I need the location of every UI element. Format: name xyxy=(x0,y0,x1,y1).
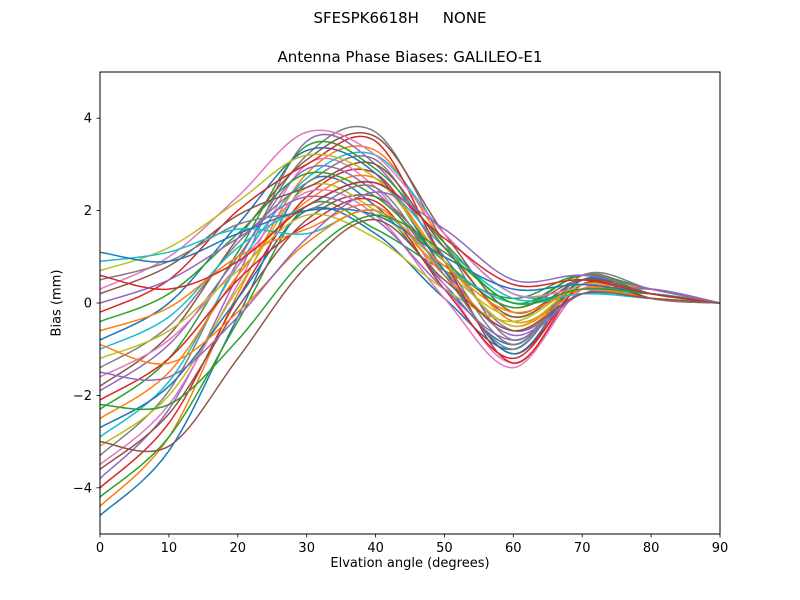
y-tick-label: 4 xyxy=(84,112,92,127)
series-line xyxy=(100,146,720,355)
y-tick-label: 2 xyxy=(84,204,92,219)
y-axis-label: Bias (mm) xyxy=(49,269,65,337)
series-line xyxy=(100,214,720,411)
x-tick-label: 30 xyxy=(298,541,315,556)
series-line xyxy=(100,203,720,332)
figure-suptitle: SFESPK6618H NONE xyxy=(313,9,487,27)
series-line xyxy=(100,161,720,319)
series-line xyxy=(100,133,720,480)
x-tick-label: 90 xyxy=(712,541,729,556)
series-line xyxy=(100,184,720,350)
y-tick-label: −2 xyxy=(73,389,92,404)
x-tick-label: 40 xyxy=(367,541,384,556)
series-line xyxy=(100,155,720,369)
series-line xyxy=(100,182,720,447)
series-line xyxy=(100,197,720,401)
x-tick-label: 50 xyxy=(436,541,453,556)
x-tick-label: 80 xyxy=(643,541,660,556)
series-line xyxy=(100,181,720,304)
x-tick-label: 10 xyxy=(161,541,178,556)
y-tick-label: 0 xyxy=(84,297,92,312)
x-tick-label: 70 xyxy=(574,541,591,556)
series-line xyxy=(100,191,720,381)
y-tick-label: −4 xyxy=(73,481,92,496)
series-group xyxy=(100,125,720,517)
x-tick-label: 60 xyxy=(505,541,522,556)
series-line xyxy=(100,209,720,365)
axes-title: Antenna Phase Biases: GALILEO-E1 xyxy=(277,48,543,66)
x-axis-label: Elvation angle (degrees) xyxy=(330,556,490,571)
x-tick-label: 0 xyxy=(96,541,104,556)
series-line xyxy=(100,219,720,453)
x-tick-label: 20 xyxy=(230,541,247,556)
